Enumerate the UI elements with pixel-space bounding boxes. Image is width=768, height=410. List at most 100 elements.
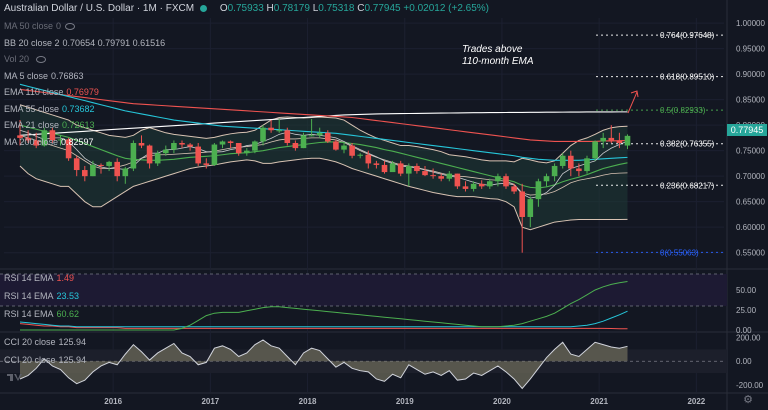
ma5-line: [19, 129, 628, 199]
high-value: 0.78179: [273, 3, 310, 14]
candle-body: [568, 155, 574, 169]
cci-line: [19, 339, 628, 390]
candle-body: [357, 154, 363, 156]
candle-body: [349, 145, 355, 156]
cci-legend-label: CCI 20 close: [4, 337, 56, 347]
time-tick-label: 2019: [396, 397, 414, 406]
indicator-legend-label: Vol 20: [4, 54, 30, 64]
indicator-legend-entry[interactable]: EMA 110 close 0.76979: [4, 86, 99, 98]
cci-legend-entry[interactable]: CCI 20 close 125.94: [4, 336, 86, 348]
cci-legend-label: CCI 20 close: [4, 355, 56, 365]
candle-body: [462, 186, 469, 189]
candle-body: [446, 173, 453, 179]
price-tick-label: 0.65000: [736, 198, 765, 207]
candle-body: [487, 181, 493, 187]
time-tick-label: 2021: [590, 397, 608, 406]
indicator-legend-label: EMA 110 close: [4, 87, 64, 97]
candle-body: [114, 161, 120, 177]
time-tick-label: 2022: [687, 397, 705, 406]
candle-body: [551, 165, 558, 177]
indicator-legend-entry[interactable]: MA 200 close 0.82597: [4, 136, 94, 148]
symbol-title[interactable]: Australian Dollar / U.S. Dollar · 1M · F…: [4, 3, 195, 14]
candle-body: [33, 140, 39, 146]
rsi-legend-label: RSI 14 EMA: [4, 273, 54, 283]
trend-arrow-head: [630, 90, 639, 98]
candle-body: [519, 191, 525, 217]
fib-level-label: 0.5(0.82933): [660, 106, 706, 115]
gear-icon[interactable]: ⚙: [743, 394, 753, 406]
time-axis[interactable]: 2016 2017 2018 2019 2020 2021 2022: [104, 397, 706, 406]
close-label: C: [357, 3, 365, 14]
price-tick-label: 0.55000: [736, 249, 765, 258]
candle-body: [414, 165, 420, 172]
candlestick-series[interactable]: [17, 119, 631, 253]
candle-body: [535, 181, 542, 200]
last-price-tag: 0.77945: [727, 124, 767, 136]
rsi-tick-label: 50.00: [736, 286, 757, 295]
indicator-legend-entry[interactable]: EMA 21 close 0.72613: [4, 119, 95, 131]
candle-body: [543, 176, 550, 182]
rsi-legend-value: 60.62: [56, 309, 80, 319]
candle-body: [333, 141, 339, 150]
cci-area: [20, 339, 628, 389]
candle-body: [576, 168, 582, 172]
rsi-legend-entry[interactable]: RSI 14 EMA 23.53: [4, 290, 79, 302]
tradingview-logo-icon[interactable]: [6, 372, 22, 382]
fib-level-label: 0.382(0.76355): [660, 140, 715, 149]
open-label: O: [219, 3, 228, 14]
rsi-legend-entry[interactable]: RSI 14 EMA 1.49: [4, 272, 74, 284]
candle-body: [65, 139, 72, 159]
candle-body: [25, 137, 31, 141]
price-tick-label: 1.00000: [736, 19, 765, 28]
rsi-ema-green-line: [20, 281, 628, 331]
annotation-line-2: 110-month EMA: [462, 56, 534, 67]
candle-body: [90, 164, 96, 177]
time-tick-label: 2018: [299, 397, 317, 406]
indicator-legend-entry[interactable]: MA 50 close 0: [4, 20, 76, 32]
price-tick-label: 0.90000: [736, 70, 765, 79]
candle-body: [57, 139, 64, 141]
candle-body: [616, 140, 623, 143]
price-axis[interactable]: 1.000000.950000.900000.850000.800000.750…: [736, 19, 765, 258]
price-tick-label: 0.70000: [736, 172, 765, 181]
candle-body: [478, 183, 485, 187]
indicator-legend-label: EMA 21 close: [4, 120, 60, 130]
indicator-legend-entry[interactable]: MA 5 close 0.76863: [4, 70, 84, 82]
candle-body: [373, 163, 380, 165]
bollinger-basis-line: [19, 134, 628, 196]
indicator-legend-entry[interactable]: Vol 20: [4, 53, 47, 65]
candle-body: [195, 146, 201, 164]
fibonacci-levels: 0.764(0.97648) 0.618(0.89510) 0.5(0.82933)…: [596, 31, 724, 257]
cci-tick-label: 0.00: [736, 357, 752, 366]
indicator-legend-entry[interactable]: EMA 55 close 0.73682: [4, 103, 95, 115]
candle-body: [122, 168, 129, 177]
rsi-ema-cyan-line: [19, 310, 628, 328]
price-tick-label: 0.75000: [736, 147, 765, 156]
rsi-legend-entry[interactable]: RSI 14 EMA 60.62: [4, 308, 79, 320]
rsi-ema-red-line: [19, 323, 628, 330]
indicator-legend-value: 0.76979: [66, 87, 99, 97]
fib-level-label: 0.618(0.89510): [660, 73, 715, 82]
ema55-line: [19, 83, 628, 161]
trend-arrow: [627, 90, 639, 114]
indicator-legend-entry[interactable]: BB 20 close 2 0.70654 0.79791 0.61516: [4, 37, 165, 49]
fib-level-label: 0.764(0.97648): [660, 31, 715, 40]
candle-body: [559, 155, 566, 166]
candle-body: [454, 173, 461, 187]
hidden-eye-icon[interactable]: [65, 23, 76, 31]
hidden-eye-icon[interactable]: [36, 56, 47, 64]
candle-body: [268, 127, 274, 131]
cci-legend-value: 125.94: [58, 337, 87, 347]
fib-level-label: 0.236(0.68217): [660, 181, 715, 190]
candle-body: [179, 143, 185, 145]
time-tick-label: 2016: [104, 397, 122, 406]
indicator-legend-value: 0.73682: [62, 103, 95, 114]
candle-body: [308, 135, 315, 137]
candle-body: [292, 143, 299, 149]
indicator-legend-value: 0.82597: [61, 136, 94, 147]
cci-legend-entry[interactable]: CCI 20 close 125.94: [4, 354, 86, 366]
annotation-note[interactable]: Trades above 110-month EMA: [462, 44, 534, 68]
indicator-lines: [19, 83, 628, 231]
